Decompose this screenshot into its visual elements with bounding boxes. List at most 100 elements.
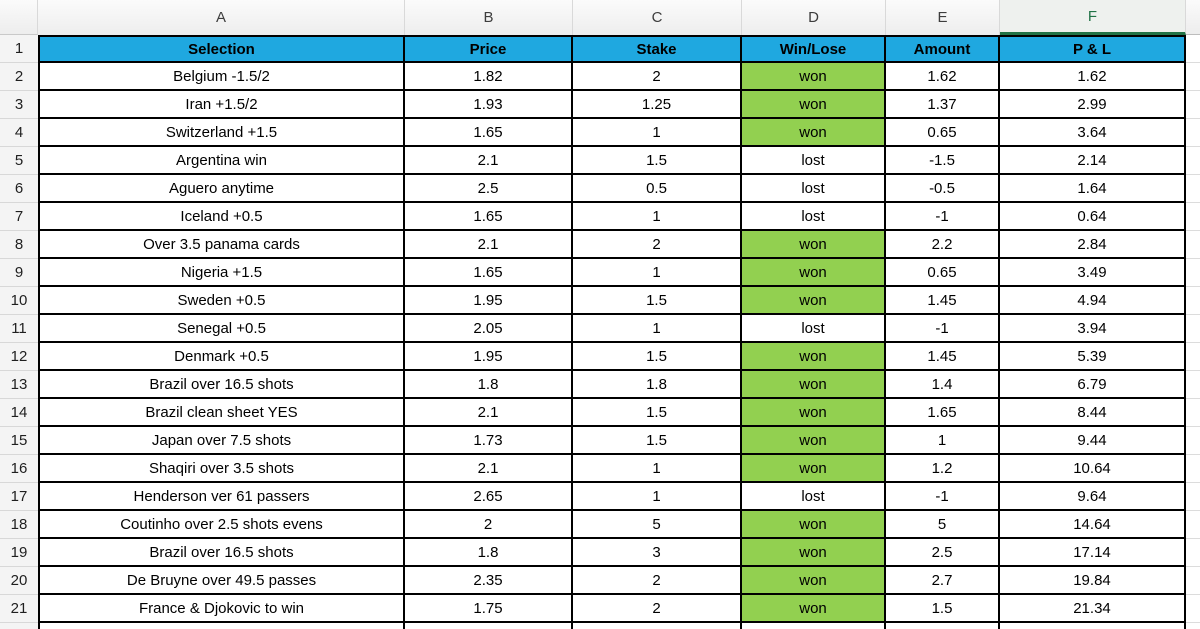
- cell-C11[interactable]: 1: [573, 315, 742, 343]
- row-number-21[interactable]: 21: [0, 595, 38, 623]
- row-number-1[interactable]: 1: [0, 35, 38, 63]
- row-number-11[interactable]: 11: [0, 315, 38, 343]
- cell-E6[interactable]: -0.5: [886, 175, 1000, 203]
- cell-B6[interactable]: 2.5: [405, 175, 573, 203]
- cell-C15[interactable]: 1.5: [573, 427, 742, 455]
- cell-D10[interactable]: won: [742, 287, 886, 315]
- cell-E13[interactable]: 1.4: [886, 371, 1000, 399]
- cell-E10[interactable]: 1.45: [886, 287, 1000, 315]
- cell-E17[interactable]: -1: [886, 483, 1000, 511]
- column-letter-F[interactable]: F: [1000, 0, 1186, 35]
- cell-D6[interactable]: lost: [742, 175, 886, 203]
- cell-D19[interactable]: won: [742, 539, 886, 567]
- cell-B11[interactable]: 2.05: [405, 315, 573, 343]
- cell-A3[interactable]: Iran +1.5/2: [38, 91, 405, 119]
- cell-E18[interactable]: 5: [886, 511, 1000, 539]
- cell-D14[interactable]: won: [742, 399, 886, 427]
- cell-E14[interactable]: 1.65: [886, 399, 1000, 427]
- cell-B13[interactable]: 1.8: [405, 371, 573, 399]
- row-number-3[interactable]: 3: [0, 91, 38, 119]
- cell-D15[interactable]: won: [742, 427, 886, 455]
- cell-E4[interactable]: 0.65: [886, 119, 1000, 147]
- cell-A16[interactable]: Shaqiri over 3.5 shots: [38, 455, 405, 483]
- row-number-4[interactable]: 4: [0, 119, 38, 147]
- row-number-2[interactable]: 2: [0, 63, 38, 91]
- cell-B19[interactable]: 1.8: [405, 539, 573, 567]
- cell-D8[interactable]: won: [742, 231, 886, 259]
- cell-F20[interactable]: 19.84: [1000, 567, 1186, 595]
- cell-D18[interactable]: won: [742, 511, 886, 539]
- cell-C20[interactable]: 2: [573, 567, 742, 595]
- header-cell-B1[interactable]: Price: [405, 35, 573, 63]
- cell-B5[interactable]: 2.1: [405, 147, 573, 175]
- cell-B2[interactable]: 1.82: [405, 63, 573, 91]
- cell-B21[interactable]: 1.75: [405, 595, 573, 623]
- row-number-12[interactable]: 12: [0, 343, 38, 371]
- cell-E8[interactable]: 2.2: [886, 231, 1000, 259]
- cell-D9[interactable]: won: [742, 259, 886, 287]
- cell-F6[interactable]: 1.64: [1000, 175, 1186, 203]
- cell-F8[interactable]: 2.84: [1000, 231, 1186, 259]
- cell-F5[interactable]: 2.14: [1000, 147, 1186, 175]
- cell-E20[interactable]: 2.7: [886, 567, 1000, 595]
- cell-C16[interactable]: 1: [573, 455, 742, 483]
- cell-A5[interactable]: Argentina win: [38, 147, 405, 175]
- cell-D13[interactable]: won: [742, 371, 886, 399]
- cell-D2[interactable]: won: [742, 63, 886, 91]
- cell-D11[interactable]: lost: [742, 315, 886, 343]
- column-letter-E[interactable]: E: [886, 0, 1000, 35]
- column-letter-C[interactable]: C: [573, 0, 742, 35]
- cell-F13[interactable]: 6.79: [1000, 371, 1186, 399]
- header-cell-D1[interactable]: Win/Lose: [742, 35, 886, 63]
- cell-A12[interactable]: Denmark +0.5: [38, 343, 405, 371]
- cell-F9[interactable]: 3.49: [1000, 259, 1186, 287]
- cell-B12[interactable]: 1.95: [405, 343, 573, 371]
- cell-A7[interactable]: Iceland +0.5: [38, 203, 405, 231]
- row-number-5[interactable]: 5: [0, 147, 38, 175]
- cell-D21[interactable]: won: [742, 595, 886, 623]
- cell-F21[interactable]: 21.34: [1000, 595, 1186, 623]
- cell-C6[interactable]: 0.5: [573, 175, 742, 203]
- cell-F2[interactable]: 1.62: [1000, 63, 1186, 91]
- cell-B14[interactable]: 2.1: [405, 399, 573, 427]
- cell-B15[interactable]: 1.73: [405, 427, 573, 455]
- cell-F7[interactable]: 0.64: [1000, 203, 1186, 231]
- cell-B4[interactable]: 1.65: [405, 119, 573, 147]
- cell-C17[interactable]: 1: [573, 483, 742, 511]
- cell-F15[interactable]: 9.44: [1000, 427, 1186, 455]
- cell-A14[interactable]: Brazil clean sheet YES: [38, 399, 405, 427]
- cell-A4[interactable]: Switzerland +1.5: [38, 119, 405, 147]
- cell-C5[interactable]: 1.5: [573, 147, 742, 175]
- row-number-8[interactable]: 8: [0, 231, 38, 259]
- cell-B17[interactable]: 2.65: [405, 483, 573, 511]
- cell-A10[interactable]: Sweden +0.5: [38, 287, 405, 315]
- cell-F10[interactable]: 4.94: [1000, 287, 1186, 315]
- cell-E3[interactable]: 1.37: [886, 91, 1000, 119]
- header-cell-E1[interactable]: Amount: [886, 35, 1000, 63]
- cell-B7[interactable]: 1.65: [405, 203, 573, 231]
- column-letter-A[interactable]: A: [38, 0, 405, 35]
- cell-C12[interactable]: 1.5: [573, 343, 742, 371]
- cell-C13[interactable]: 1.8: [573, 371, 742, 399]
- cell-F19[interactable]: 17.14: [1000, 539, 1186, 567]
- select-all-corner[interactable]: [0, 0, 38, 35]
- cell-C14[interactable]: 1.5: [573, 399, 742, 427]
- cell-E7[interactable]: -1: [886, 203, 1000, 231]
- row-number-13[interactable]: 13: [0, 371, 38, 399]
- cell-A19[interactable]: Brazil over 16.5 shots: [38, 539, 405, 567]
- cell-A2[interactable]: Belgium -1.5/2: [38, 63, 405, 91]
- row-number-9[interactable]: 9: [0, 259, 38, 287]
- cell-F11[interactable]: 3.94: [1000, 315, 1186, 343]
- row-number-6[interactable]: 6: [0, 175, 38, 203]
- cell-D4[interactable]: won: [742, 119, 886, 147]
- cell-E2[interactable]: 1.62: [886, 63, 1000, 91]
- row-number-18[interactable]: 18: [0, 511, 38, 539]
- cell-E11[interactable]: -1: [886, 315, 1000, 343]
- row-number-20[interactable]: 20: [0, 567, 38, 595]
- cell-A20[interactable]: De Bruyne over 49.5 passes: [38, 567, 405, 595]
- cell-F18[interactable]: 14.64: [1000, 511, 1186, 539]
- cell-F3[interactable]: 2.99: [1000, 91, 1186, 119]
- cell-A15[interactable]: Japan over 7.5 shots: [38, 427, 405, 455]
- cell-B16[interactable]: 2.1: [405, 455, 573, 483]
- cell-C8[interactable]: 2: [573, 231, 742, 259]
